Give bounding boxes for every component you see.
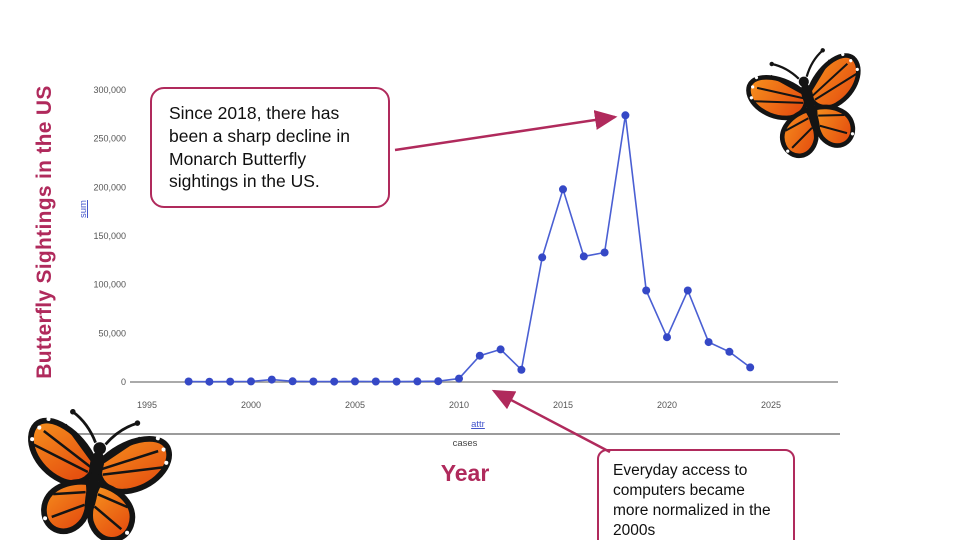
svg-text:300,000: 300,000 <box>93 85 126 95</box>
svg-text:1995: 1995 <box>137 400 157 410</box>
horizontal-divider <box>68 433 840 435</box>
svg-text:250,000: 250,000 <box>93 134 126 144</box>
monarch-butterfly-image-bottom-left <box>3 398 181 540</box>
svg-text:150,000: 150,000 <box>93 231 126 241</box>
x-axis-caption: Year <box>440 460 490 486</box>
svg-text:2025: 2025 <box>761 400 781 410</box>
svg-text:2000: 2000 <box>241 400 261 410</box>
callout-decline-annotation: Since 2018, there has been a sharp decli… <box>150 87 390 208</box>
svg-text:2010: 2010 <box>449 400 469 410</box>
y-field-link[interactable]: sum <box>78 200 89 218</box>
x-field-link[interactable]: attr <box>471 419 485 430</box>
slide-vertical-title: Butterfly Sightings in the US <box>33 85 56 379</box>
svg-text:2005: 2005 <box>345 400 365 410</box>
callout-computers-annotation: Everyday access to computers became more… <box>597 449 795 540</box>
dataset-label: cases <box>452 438 478 449</box>
svg-text:2015: 2015 <box>553 400 573 410</box>
svg-text:200,000: 200,000 <box>93 182 126 192</box>
svg-text:0: 0 <box>121 377 126 387</box>
svg-text:100,000: 100,000 <box>93 280 126 290</box>
svg-text:2020: 2020 <box>657 400 677 410</box>
sightings-line-chart: 0 50,000 100,000 150,000 200,000 250,000 300,0… <box>93 85 838 410</box>
svg-text:50,000: 50,000 <box>98 328 126 338</box>
